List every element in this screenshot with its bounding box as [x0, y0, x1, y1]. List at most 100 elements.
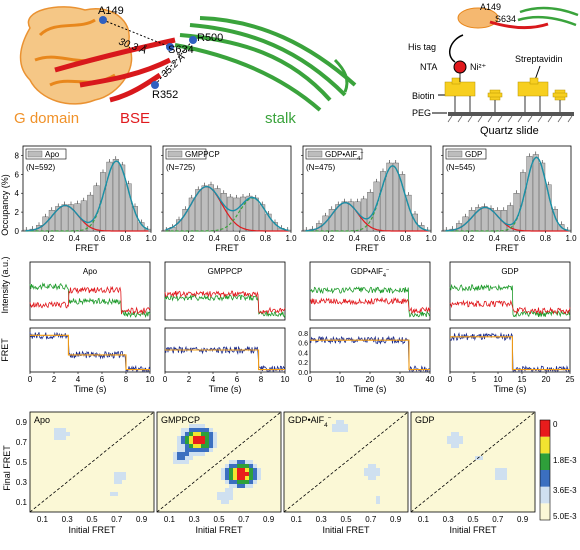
histogram-frame: [162, 145, 292, 232]
tdp-density-cell: [205, 428, 209, 432]
sample-size: (N=475): [306, 163, 335, 172]
tdp-density-cell: [185, 436, 189, 440]
x-tick-label: 0: [163, 375, 168, 384]
tdp-density-cell: [197, 440, 201, 444]
x-tick-label: 0.1: [291, 515, 303, 524]
trace-title: GMPPCP: [208, 267, 243, 276]
x-tick-label: 15: [518, 375, 527, 384]
tdp-density-cell: [499, 472, 503, 476]
label-s634: S634: [168, 44, 194, 56]
y-tick-label: 0.3: [16, 478, 28, 487]
x-tick-label: 1.0: [565, 234, 577, 243]
tdp-density-cell: [455, 440, 459, 444]
hmm-fit: [450, 336, 570, 371]
tdp-density-cell: [459, 440, 463, 444]
tdp-density-cell: [249, 468, 253, 472]
tdp-density-cell: [173, 452, 177, 456]
tdp-density-cell: [221, 500, 225, 504]
histogram-panel-2: GMPPCP (N=725) 0.2 0.4 0.6 0.8 1.0 FRET: [161, 145, 297, 253]
x-tick-label: 0.2: [183, 234, 195, 243]
tdp-density-cell: [193, 428, 197, 432]
tdp-density-cell: [336, 424, 340, 428]
legend-label: Apo: [45, 150, 60, 159]
x-tick-label: 0.3: [62, 515, 74, 524]
x-tick-label: 4: [76, 375, 81, 384]
colorbar-swatch: [540, 436, 550, 454]
tdp-density-cell: [177, 460, 181, 464]
tdp-density-cell: [58, 436, 62, 440]
colorbar-swatch: [540, 453, 550, 470]
tdp-ylabel: Final FRET: [2, 445, 12, 491]
x-tick-label: 40: [426, 375, 435, 384]
tdp-density-cell: [197, 444, 201, 448]
x-tick-label: 0.2: [43, 234, 55, 243]
tdp-density-cell: [193, 424, 197, 428]
tdp-density-cell: [451, 432, 455, 436]
tdp-density-cell: [221, 468, 225, 472]
tdp-density-cell: [221, 476, 225, 480]
tdp-density-cell: [209, 440, 213, 444]
total-fit: [445, 156, 569, 232]
tdp-density-cell: [245, 460, 249, 464]
histogram-bar: [468, 210, 475, 232]
histogram-bar: [80, 200, 87, 232]
hist-xlabel: FRET: [215, 243, 239, 253]
tdp-density-cell: [197, 452, 201, 456]
hist-xlabel: FRET: [75, 243, 99, 253]
fret-frame: [29, 327, 151, 373]
tdp-panel-4: GDP 0.1 0.3 0.5 0.7 0.9 Initial FRET: [410, 411, 536, 535]
tdp-density-cell: [237, 476, 241, 480]
tdp-density-cell: [221, 492, 225, 496]
tdp-density-cell: [181, 440, 185, 444]
legend-box: [305, 148, 363, 160]
tdp-density-cell: [217, 496, 221, 500]
legend-box: [165, 148, 207, 160]
tdp-density-cell: [249, 472, 253, 476]
x-tick-label: 10: [336, 375, 345, 384]
tdp-density-cell: [499, 476, 503, 480]
x-tick-label: 0.7: [111, 515, 123, 524]
tdp-density-cell: [197, 436, 201, 440]
tdp-density-cell: [185, 432, 189, 436]
tdp-density-cell: [332, 428, 336, 432]
tdp-density-cell: [209, 432, 213, 436]
tdp-density-cell: [479, 456, 483, 460]
tdp-density-cell: [364, 472, 368, 476]
fret-frame: [449, 327, 571, 373]
x-tick-label: 8: [259, 375, 264, 384]
tdp-density-cell: [225, 500, 229, 504]
tdp-density-cell: [181, 448, 185, 452]
x-tick-label: 0.5: [86, 515, 98, 524]
legend-box: [25, 148, 67, 160]
tdp-density-cell: [177, 452, 181, 456]
tdp-density-cell: [249, 484, 253, 488]
histogram-panel-4: GDP (N=545) 0.2 0.4 0.6 0.8 1.0 FRET: [441, 145, 577, 253]
tdp-density-cell: [221, 496, 225, 500]
tdp-density-cell: [364, 468, 368, 472]
schem-a149: A149: [480, 2, 501, 12]
x-tick-label: 6: [235, 375, 240, 384]
x-tick-label: 4: [211, 375, 216, 384]
histogram-frame: [302, 145, 432, 232]
tdp-density-cell: [225, 488, 229, 492]
tdp-density-cell: [225, 464, 229, 468]
total-fit: [165, 185, 289, 231]
total-fit: [305, 165, 429, 232]
tdp-density-cell: [225, 480, 229, 484]
schem-streptavidin: Streptavidin: [515, 54, 563, 64]
tdp-density-cell: [229, 460, 233, 464]
histogram-bar: [481, 206, 488, 232]
tdp-density-cell: [495, 468, 499, 472]
donor-trace: [164, 290, 286, 315]
tdp-density-cell: [447, 440, 451, 444]
tdp-density-cell: [344, 424, 348, 428]
tdp-density-cell: [233, 484, 237, 488]
tdp-density-cell: [177, 456, 181, 460]
trace-panel-3: GDP•AlF4− 0 10 20 30 40 Time (s) 0.0 0.2 0.4 0.6 0.…: [298, 261, 435, 394]
colorbar-label: 3.6E-3: [553, 486, 577, 495]
x-tick-label: 0.9: [390, 515, 402, 524]
tdp-xlabel: Initial FRET: [322, 525, 370, 535]
schem-nta: NTA: [420, 62, 437, 72]
